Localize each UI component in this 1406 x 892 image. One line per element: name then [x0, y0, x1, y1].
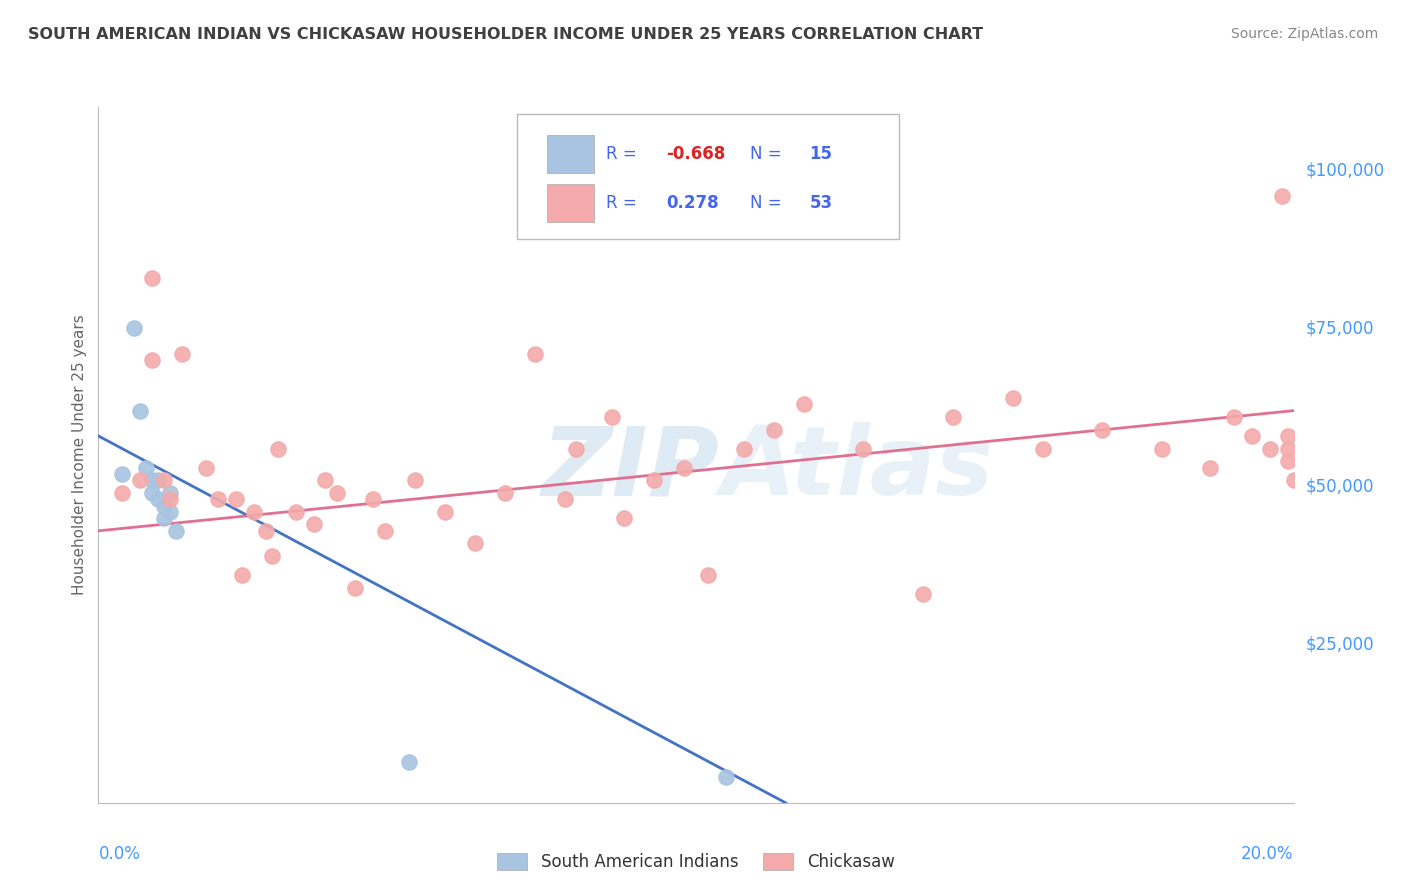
Point — [231, 568, 253, 582]
Point — [141, 353, 163, 368]
Point — [554, 492, 576, 507]
Text: 15: 15 — [810, 145, 832, 163]
Point — [613, 511, 636, 525]
Point — [284, 505, 307, 519]
Point — [165, 524, 187, 538]
Point — [565, 442, 588, 456]
Point — [852, 442, 875, 456]
Text: R =: R = — [606, 194, 643, 212]
Point — [267, 442, 290, 456]
Point — [153, 499, 176, 513]
Point — [302, 517, 325, 532]
Y-axis label: Householder Income Under 25 years: Householder Income Under 25 years — [72, 315, 87, 595]
Point — [673, 460, 696, 475]
Point — [1258, 442, 1281, 456]
Point — [762, 423, 785, 437]
Point — [1271, 188, 1294, 202]
Point — [398, 755, 420, 769]
Point — [1150, 442, 1173, 456]
Text: 20.0%: 20.0% — [1241, 845, 1294, 863]
Point — [148, 492, 170, 507]
Text: $75,000: $75,000 — [1305, 319, 1374, 337]
Point — [714, 771, 737, 785]
Point — [153, 511, 176, 525]
Point — [1277, 442, 1299, 456]
Point — [124, 321, 146, 335]
Text: Atlas: Atlas — [720, 422, 993, 516]
Point — [1091, 423, 1114, 437]
Point — [225, 492, 247, 507]
Point — [942, 409, 965, 424]
Text: Source: ZipAtlas.com: Source: ZipAtlas.com — [1230, 27, 1378, 41]
Point — [643, 473, 665, 487]
Point — [260, 549, 283, 563]
Text: ZIP: ZIP — [541, 422, 720, 516]
Point — [141, 486, 163, 500]
Point — [434, 505, 457, 519]
Point — [733, 442, 755, 456]
Point — [344, 581, 367, 595]
Point — [254, 524, 277, 538]
Point — [1032, 442, 1054, 456]
Point — [159, 486, 181, 500]
Point — [793, 397, 815, 411]
Text: R =: R = — [606, 145, 643, 163]
Point — [111, 467, 134, 481]
Text: SOUTH AMERICAN INDIAN VS CHICKASAW HOUSEHOLDER INCOME UNDER 25 YEARS CORRELATION: SOUTH AMERICAN INDIAN VS CHICKASAW HOUSE… — [28, 27, 983, 42]
Point — [697, 568, 720, 582]
Point — [194, 460, 218, 475]
Point — [464, 536, 486, 550]
Point — [153, 473, 176, 487]
FancyBboxPatch shape — [517, 114, 900, 239]
Point — [1277, 454, 1299, 468]
Point — [326, 486, 349, 500]
Point — [1240, 429, 1263, 443]
Text: N =: N = — [749, 145, 786, 163]
Point — [111, 486, 134, 500]
Point — [141, 270, 163, 285]
Text: $100,000: $100,000 — [1305, 161, 1385, 179]
Point — [600, 409, 623, 424]
Point — [404, 473, 426, 487]
Point — [129, 403, 152, 417]
Text: 53: 53 — [810, 194, 832, 212]
Text: 0.0%: 0.0% — [98, 845, 141, 863]
Point — [911, 587, 934, 601]
Text: -0.668: -0.668 — [666, 145, 725, 163]
Legend: South American Indians, Chickasaw: South American Indians, Chickasaw — [491, 847, 901, 878]
Point — [129, 473, 152, 487]
Point — [1282, 473, 1305, 487]
Point — [159, 505, 181, 519]
Point — [1277, 429, 1299, 443]
Point — [363, 492, 385, 507]
Text: 0.278: 0.278 — [666, 194, 718, 212]
Point — [243, 505, 266, 519]
Text: N =: N = — [749, 194, 786, 212]
FancyBboxPatch shape — [547, 135, 595, 173]
Point — [1223, 409, 1246, 424]
Text: $25,000: $25,000 — [1305, 636, 1374, 654]
Point — [494, 486, 516, 500]
Point — [1001, 391, 1024, 405]
Point — [172, 347, 194, 361]
FancyBboxPatch shape — [547, 184, 595, 222]
Point — [315, 473, 337, 487]
Point — [141, 473, 163, 487]
Point — [207, 492, 229, 507]
Point — [374, 524, 396, 538]
Point — [135, 460, 157, 475]
Point — [523, 347, 546, 361]
Point — [159, 492, 181, 507]
Text: $50,000: $50,000 — [1305, 477, 1374, 496]
Point — [148, 473, 170, 487]
Point — [1198, 460, 1220, 475]
